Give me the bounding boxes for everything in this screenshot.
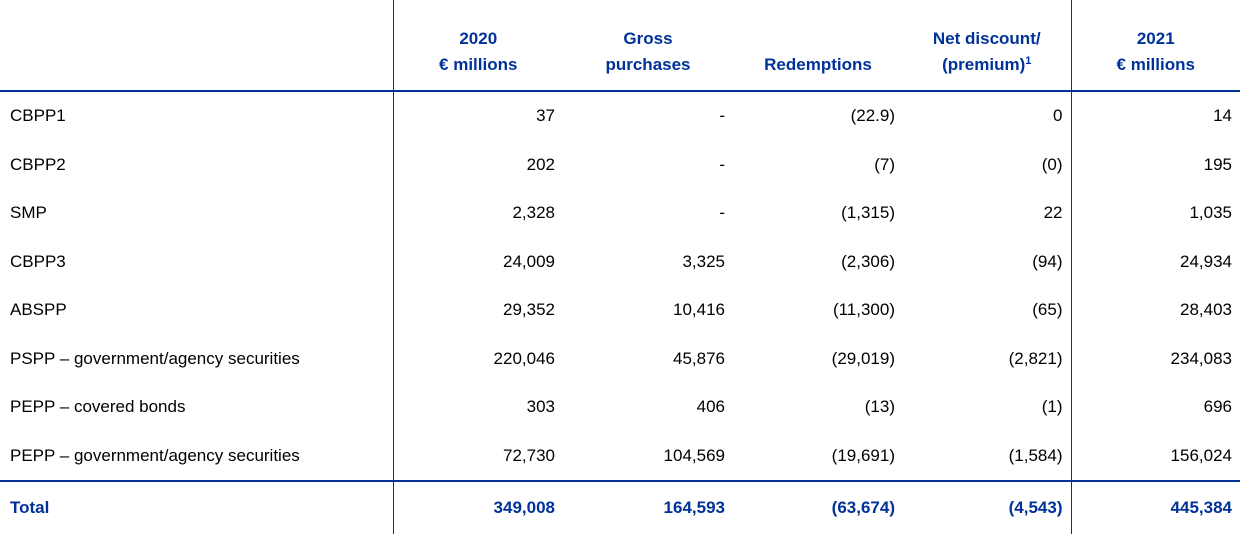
header-line: 2021 xyxy=(1136,29,1175,48)
cell-value: 72,730 xyxy=(392,431,563,481)
cell-value: (29,019) xyxy=(831,348,895,368)
data-row: PSPP – government/agency securities 220,0… xyxy=(0,334,1240,383)
header-line: € millions xyxy=(1116,55,1195,74)
cell-value: (4,543) xyxy=(903,480,1071,534)
cell-value: 234,083 xyxy=(1070,334,1240,383)
table-body: CBPP1 37 - (22.9) 0 14 CBPP2 202 - (7) (0) 195 SMP 2,… xyxy=(0,91,1240,534)
cell-value: 303 xyxy=(392,383,563,432)
header-line: purchases xyxy=(605,55,691,74)
row-label: CBPP1 xyxy=(10,106,66,126)
cell-value: 29,352 xyxy=(392,286,563,335)
cell-value: (2,306) xyxy=(841,251,895,271)
cell-value: 406 xyxy=(696,397,725,417)
cell-value: (94) xyxy=(1032,251,1063,271)
data-row: ABSPP 29,352 10,416 (11,300) (65) 28,403 xyxy=(0,286,1240,335)
data-row: PEPP – government/agency securities 72,73… xyxy=(0,431,1240,481)
cell-value: 1,035 xyxy=(1070,189,1240,238)
cell-value: 45,876 xyxy=(673,348,725,368)
row-label: PEPP – government/agency securities xyxy=(10,445,300,465)
cell-value: (1) xyxy=(1041,397,1063,417)
cell-value: - xyxy=(719,203,725,223)
cell-value: (63,674) xyxy=(733,480,903,534)
cell-value: (2,821) xyxy=(1008,348,1063,368)
cell-value: 445,384 xyxy=(1070,480,1240,534)
cell-value: (65) xyxy=(1032,300,1063,320)
cell-value: 2,328 xyxy=(392,189,563,238)
row-label: Total xyxy=(0,480,393,534)
header-line: Gross xyxy=(623,29,673,48)
cell-value: 349,008 xyxy=(392,480,563,534)
column-header: 2020 € millions xyxy=(392,0,563,92)
cell-value: (0) xyxy=(1041,154,1063,174)
total-row: Total 349,008 164,593 (63,674) (4,543) 445,38… xyxy=(0,480,1240,534)
cell-value: 202 xyxy=(392,140,563,189)
cell-value: (1,584) xyxy=(1008,445,1063,465)
cell-value: 28,403 xyxy=(1070,286,1240,335)
cell-value: 0 xyxy=(1053,106,1063,126)
header-line: Redemptions xyxy=(764,55,872,74)
cell-value: 220,046 xyxy=(392,334,563,383)
cell-value: 156,024 xyxy=(1070,431,1240,481)
cell-value: 164,593 xyxy=(563,480,733,534)
cell-value: 22 xyxy=(1043,203,1063,223)
header-line: Net discount/ xyxy=(932,29,1041,48)
column-header: Gross purchases xyxy=(563,0,733,92)
cell-value: - xyxy=(719,106,725,126)
cell-value: (22.9) xyxy=(850,106,895,126)
data-row: CBPP3 24,009 3,325 (2,306) (94) 24,934 xyxy=(0,237,1240,286)
cell-value: (11,300) xyxy=(832,300,895,320)
cell-value: (7) xyxy=(874,154,895,174)
row-label: SMP xyxy=(10,203,47,223)
row-label: PSPP – government/agency securities xyxy=(10,348,300,368)
cell-value: (19,691) xyxy=(831,445,895,465)
cell-value: 10,416 xyxy=(673,300,725,320)
cell-value: (13) xyxy=(864,397,895,417)
header-empty xyxy=(0,0,393,92)
cell-value: (1,315) xyxy=(841,203,895,223)
header-line: 2020 xyxy=(459,29,498,48)
column-header: Net discount/ (premium)1 xyxy=(903,0,1071,92)
row-label: CBPP3 xyxy=(10,251,66,271)
column-header: Redemptions xyxy=(733,0,903,92)
cell-value: 24,009 xyxy=(392,237,563,286)
row-label: ABSPP xyxy=(10,300,67,320)
data-row: PEPP – covered bonds 303 406 (13) (1) 696 xyxy=(0,383,1240,432)
cell-value: 24,934 xyxy=(1070,237,1240,286)
header-line: (premium) xyxy=(942,55,1026,74)
cell-value: 696 xyxy=(1070,383,1240,432)
header-line: € millions xyxy=(439,55,518,74)
cell-value: - xyxy=(719,154,725,174)
cell-value: 14 xyxy=(1070,91,1240,141)
data-row: SMP 2,328 - (1,315) 22 1,035 xyxy=(0,189,1240,238)
data-row: CBPP1 37 - (22.9) 0 14 xyxy=(0,91,1240,141)
cell-value: 3,325 xyxy=(682,251,725,271)
cell-value: 195 xyxy=(1070,140,1240,189)
cell-value: 37 xyxy=(392,91,563,141)
column-header: 2021 € millions xyxy=(1070,0,1240,92)
header-row: 2020 € millions Gross purchases Redemptions N… xyxy=(0,0,1240,92)
data-row: CBPP2 202 - (7) (0) 195 xyxy=(0,140,1240,189)
row-label: CBPP2 xyxy=(10,154,66,174)
footnote-mark: 1 xyxy=(1025,55,1032,67)
cell-value: 104,569 xyxy=(663,445,725,465)
row-label: PEPP – covered bonds xyxy=(10,397,186,417)
